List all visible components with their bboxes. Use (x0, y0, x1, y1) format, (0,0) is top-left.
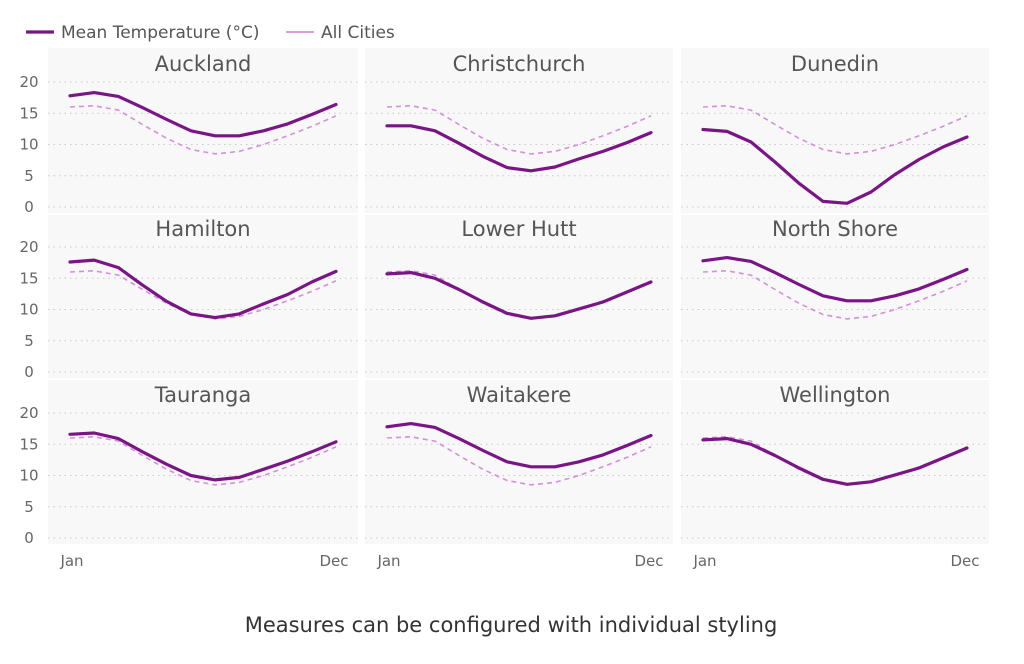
y-tick-label-5: 5 (24, 167, 34, 185)
panel-title: Hamilton (155, 217, 250, 241)
panel-background (365, 48, 673, 213)
series-line-mean-temperature (68, 258, 338, 320)
panel-background (48, 380, 358, 544)
panel-title: Dunedin (791, 52, 879, 76)
y-tick-label-0: 0 (24, 529, 34, 547)
series-line-mean-temperature (701, 256, 969, 303)
x-tick-label-jan: Jan (59, 552, 83, 570)
series-line-all-cities (69, 435, 337, 486)
panel-christchurch: Christchurch (365, 48, 673, 213)
y-tick-label-0: 0 (24, 363, 34, 381)
panels-grid: 0 5 10 15 20 Auckland Christchurch Dunedin 0 5 10 1… (19, 48, 989, 570)
panel-background (681, 380, 989, 544)
y-tick-label-10: 10 (19, 467, 38, 485)
panel-title: Tauranga (154, 383, 252, 407)
series-line-mean-temperature (385, 422, 653, 469)
y-tick-label-15: 15 (19, 269, 38, 287)
panel-dunedin: Dunedin (681, 48, 989, 213)
y-tick-label-10: 10 (19, 136, 38, 154)
series-line-all-cities (69, 269, 337, 320)
panel-tauranga: 0 5 10 15 20 Jan Dec Tauranga (19, 380, 358, 570)
y-tick-label-20: 20 (19, 238, 38, 256)
panel-title: Wellington (780, 383, 891, 407)
panel-background (365, 380, 673, 544)
legend-label-all-cities: All Cities (321, 23, 395, 43)
legend: Mean Temperature (°C) All Cities (26, 23, 395, 43)
y-tick-label-10: 10 (19, 301, 38, 319)
panel-title: Christchurch (453, 52, 586, 76)
y-tick-label-0: 0 (24, 198, 34, 216)
x-tick-label-jan: Jan (692, 552, 716, 570)
panel-background (681, 48, 989, 213)
panel-background (48, 215, 358, 378)
x-tick-label-jan: Jan (376, 552, 400, 570)
y-tick-label-5: 5 (24, 498, 34, 516)
panel-wellington: Jan Dec Wellington (681, 380, 989, 570)
y-tick-label-5: 5 (24, 332, 34, 350)
series-line-mean-temperature (68, 431, 338, 482)
panel-north-shore: North Shore (681, 215, 989, 378)
panel-background (48, 48, 358, 213)
y-tick-label-20: 20 (19, 404, 38, 422)
x-tick-label-dec: Dec (950, 552, 979, 570)
panel-title: Waitakere (467, 383, 572, 407)
legend-label-mean-temperature: Mean Temperature (°C) (61, 23, 259, 43)
series-line-mean-temperature (385, 124, 653, 173)
panel-title: Lower Hutt (461, 217, 576, 241)
y-tick-label-20: 20 (19, 73, 38, 91)
series-line-mean-temperature (68, 90, 338, 138)
panel-background (365, 215, 673, 378)
y-tick-label-15: 15 (19, 104, 38, 122)
series-line-all-cities (69, 105, 337, 155)
caption: Measures can be configured with individu… (245, 613, 778, 637)
series-line-mean-temperature (701, 437, 969, 486)
panel-auckland: 0 5 10 15 20 Auckland (19, 48, 358, 216)
series-line-mean-temperature (385, 271, 653, 320)
x-tick-label-dec: Dec (634, 552, 663, 570)
panel-title: Auckland (155, 52, 252, 76)
x-tick-label-dec: Dec (319, 552, 348, 570)
panel-lower-hutt: Lower Hutt (365, 215, 673, 378)
y-tick-label-15: 15 (19, 435, 38, 453)
panel-background (681, 215, 989, 378)
series-line-mean-temperature (701, 127, 969, 205)
panel-waitakere: Jan Dec Waitakere (365, 380, 673, 570)
panel-hamilton: 0 5 10 15 20 Hamilton (19, 215, 358, 381)
panel-title: North Shore (772, 217, 898, 241)
